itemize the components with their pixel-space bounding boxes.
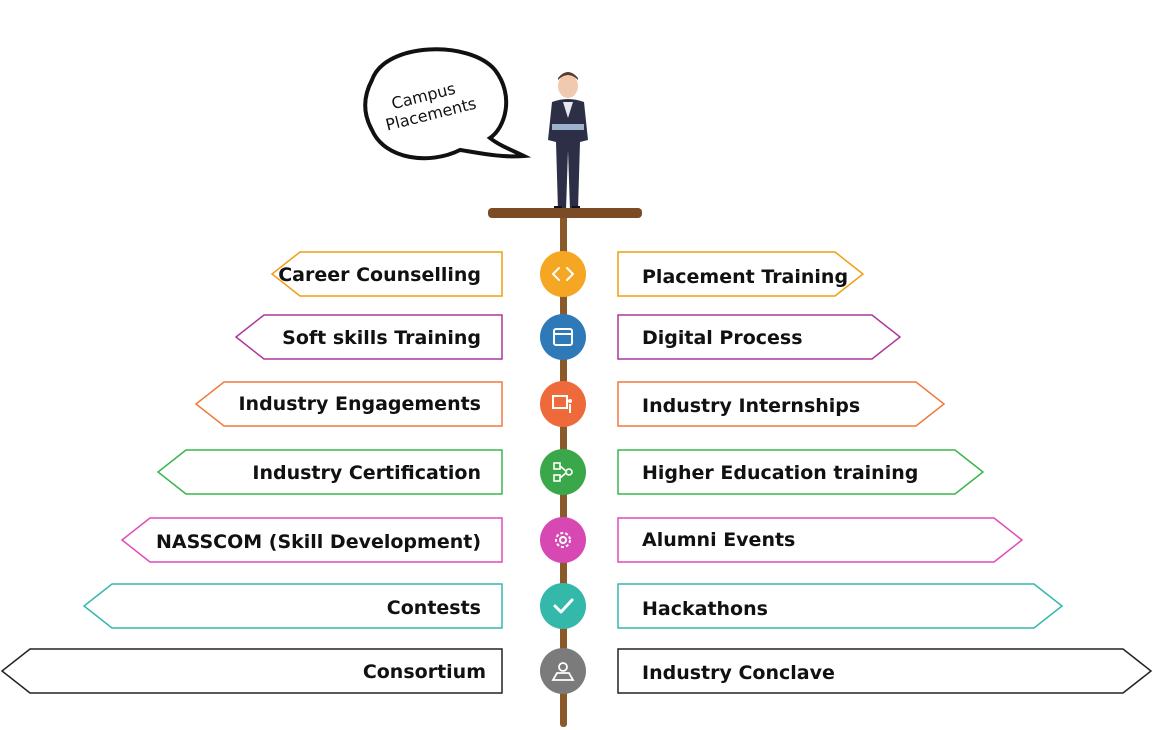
left-arrow-label: Consortium	[363, 661, 486, 683]
left-arrow-box	[82, 583, 503, 629]
flowchart-icon	[553, 462, 573, 482]
left-arrow-label: Career Counselling	[278, 264, 481, 286]
checkmark-icon	[553, 598, 574, 614]
left-arrow-label: Contests	[387, 597, 481, 619]
left-arrow-box	[0, 648, 503, 694]
icon-circle	[540, 381, 586, 427]
right-arrow-label: Digital Process	[642, 327, 803, 349]
left-arrow-box	[120, 517, 503, 563]
icon-circle	[540, 314, 586, 360]
icon-circle	[540, 517, 586, 563]
icon-circle	[540, 583, 586, 629]
right-arrow-label: Alumni Events	[642, 529, 795, 551]
left-arrow-box	[156, 449, 503, 495]
diagram-row: Industry Certification Higher Education t…	[156, 449, 985, 495]
icon-circle	[540, 251, 586, 297]
diagram-row: Contests Hackathons	[82, 583, 1064, 629]
left-arrow-box	[234, 314, 503, 360]
right-arrow-label: Hackathons	[642, 598, 768, 620]
gear-icon	[555, 532, 571, 548]
diagram-row: Consortium Industry Conclave	[0, 648, 1153, 694]
right-arrow-box	[617, 517, 1024, 563]
right-arrow-box	[617, 449, 985, 495]
right-arrow-box	[617, 251, 865, 297]
speech-bubble: Campus Placements	[363, 47, 532, 161]
platform	[488, 208, 642, 218]
diagram-row: NASSCOM (Skill Development) Alumni Events	[120, 517, 1024, 563]
right-arrow-label: Higher Education training	[642, 462, 918, 484]
right-arrow-box	[617, 648, 1153, 694]
left-arrow-box	[194, 381, 503, 427]
right-arrow-box	[617, 381, 946, 427]
right-arrow-box	[617, 314, 902, 360]
right-arrow-label: Industry Internships	[642, 395, 860, 417]
icon-circle	[540, 449, 586, 495]
code-brackets-icon	[552, 267, 574, 281]
speech-bubble-outline	[363, 47, 532, 161]
left-arrow-box	[270, 251, 503, 297]
person-figure	[548, 72, 588, 210]
right-arrow-label: Placement Training	[642, 266, 848, 288]
user-map-icon	[551, 662, 575, 681]
diagram-row: Career Counselling Placement Training	[270, 251, 865, 297]
calendar-icon	[553, 328, 573, 346]
left-arrow-label: Industry Engagements	[238, 393, 481, 415]
right-arrow-box	[617, 583, 1064, 629]
left-arrow-label: Industry Certification	[252, 462, 481, 484]
right-arrow-label: Industry Conclave	[642, 662, 835, 684]
diagram-row: Soft skills Training Digital Process	[234, 314, 902, 360]
left-arrow-label: NASSCOM (Skill Development)	[156, 531, 481, 553]
presentation-board-icon	[552, 395, 572, 413]
left-arrow-label: Soft skills Training	[282, 327, 481, 349]
diagram-row: Industry Engagements Industry Internships	[194, 381, 946, 427]
